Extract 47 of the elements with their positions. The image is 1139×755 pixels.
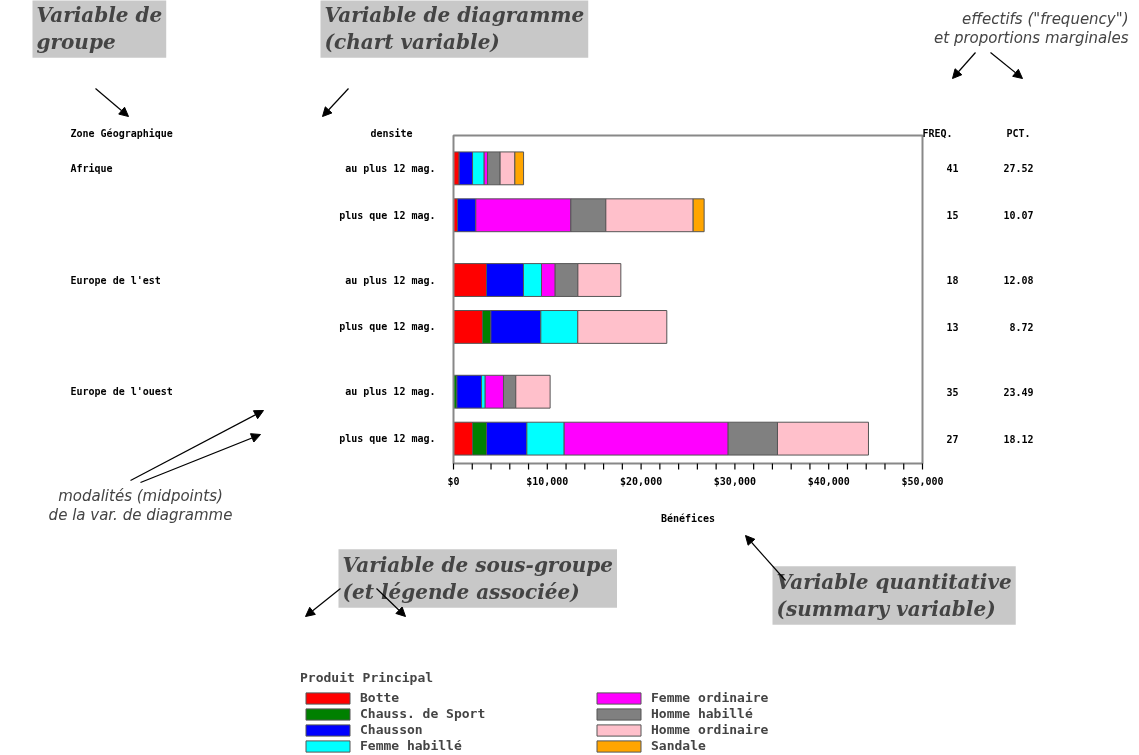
x-tick-label: $20,000: [620, 476, 663, 487]
text: 10.07: [1003, 210, 1034, 222]
legend-label: Homme ordinaire: [651, 722, 770, 737]
text: Variable de sous-groupe (et légende associée): [342, 553, 613, 604]
x-tick-label: $0: [447, 476, 460, 487]
legend-label: Chausson: [360, 722, 424, 737]
legend-label: Chauss. de Sport: [360, 706, 487, 721]
y-tick-label: plus que 12 mag.: [339, 209, 436, 221]
text: 8.72: [1009, 321, 1034, 333]
x-tick-label: $40,000: [807, 476, 850, 487]
text: 23.49: [1003, 386, 1034, 398]
text: 27.52: [1003, 163, 1034, 175]
y-tick-label: plus que 12 mag.: [339, 433, 436, 445]
text: 27: [946, 433, 959, 445]
x-tick-label: $50,000: [901, 476, 944, 487]
text: Europe de l'est: [70, 274, 161, 286]
x-tick-label: $10,000: [526, 476, 569, 487]
x-tick-label: $30,000: [713, 476, 756, 487]
y-axis-title: densite: [370, 128, 413, 139]
text: 15: [946, 210, 959, 222]
text: 13: [946, 321, 959, 333]
legend-label: Femme habillé: [360, 738, 463, 753]
text: Variable de diagramme (chart variable): [324, 3, 585, 54]
annotation: FREQ.: [922, 128, 953, 139]
x-axis-title: Bénéfices: [660, 513, 716, 524]
text: 18.12: [1003, 433, 1034, 445]
y-tick-label: au plus 12 mag.: [345, 162, 436, 174]
text: 12.08: [1003, 275, 1034, 287]
legend-label: Homme habillé: [651, 706, 754, 721]
legend-label: Sandale: [651, 738, 707, 753]
text: PCT.: [1006, 128, 1031, 139]
text: 41: [946, 163, 959, 175]
text: Zone Géographique: [70, 128, 173, 139]
text: Afrique: [70, 162, 113, 174]
y-tick-label: au plus 12 mag.: [345, 386, 436, 398]
y-tick-label: au plus 12 mag.: [345, 274, 436, 286]
legend-label: Femme ordinaire: [651, 690, 770, 705]
text: effectifs ("frequency") et proportions marginales: [934, 9, 1129, 48]
text: 18: [946, 275, 959, 287]
text: modalités (midpoints) de la var. de diagramme: [48, 486, 233, 525]
text: Europe de l'ouest: [70, 386, 173, 398]
text: Variable quantitative (summary variable): [776, 570, 1012, 621]
y-tick-label: plus que 12 mag.: [339, 321, 436, 333]
legend-label: Botte: [360, 690, 401, 705]
legend-title: Produit Principal: [300, 670, 435, 685]
text: 35: [946, 386, 959, 398]
text: Variable de groupe: [36, 3, 163, 54]
